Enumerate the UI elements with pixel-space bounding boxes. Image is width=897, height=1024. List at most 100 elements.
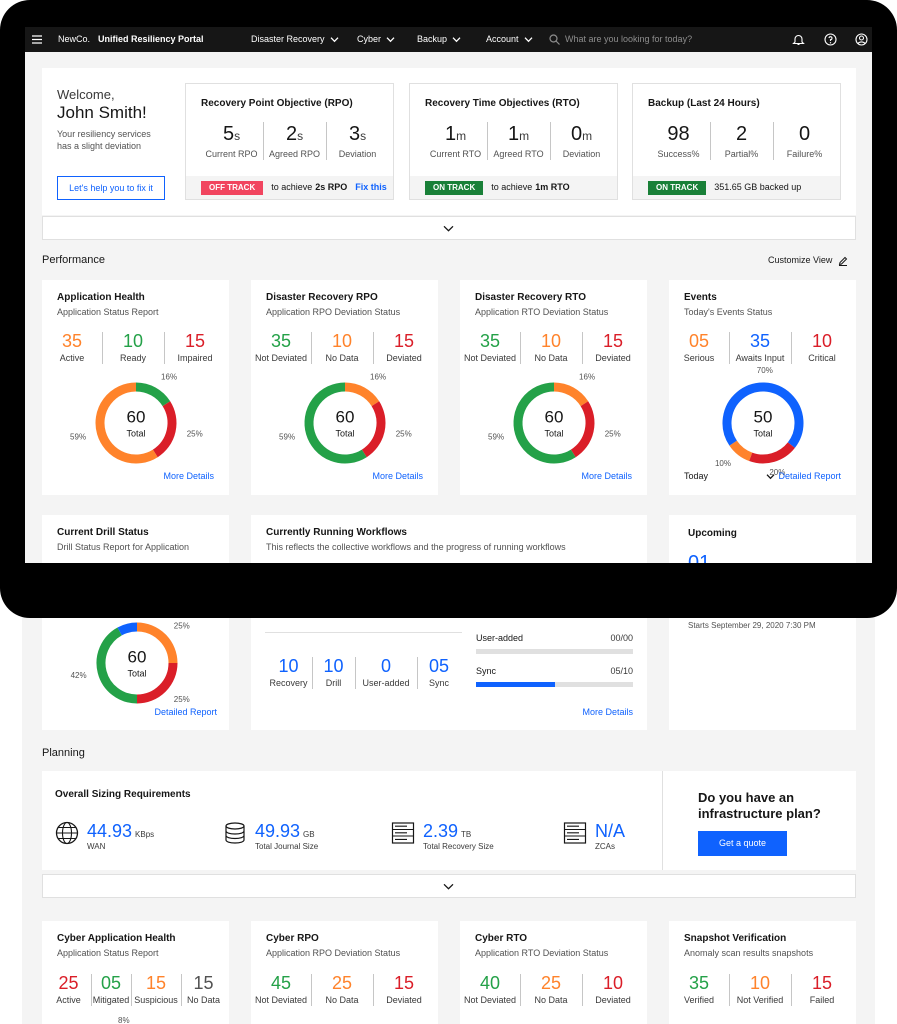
stat-label: Not Verified (736, 995, 784, 1005)
metric-value: N/A (595, 821, 626, 841)
nav-menu[interactable]: Account (486, 35, 533, 44)
stat-label: Recovery (269, 678, 308, 688)
metric-value: 2.39 (423, 821, 459, 841)
stat-value: 0 (380, 656, 391, 676)
card-title: Upcoming (688, 528, 737, 539)
card-title: Overall Sizing Requirements (55, 789, 191, 800)
cta-text: Do you have an infrastructure plan? (698, 790, 821, 821)
kpi-label: Current RPO (205, 149, 258, 159)
kpi-unit: s (234, 129, 241, 143)
card-link[interactable]: More Details (372, 471, 423, 481)
card-link[interactable]: Detailed Report (778, 471, 841, 481)
card-title: Currently Running Workflows (266, 527, 407, 538)
chevron (330, 37, 338, 43)
quote-button[interactable]: Get a quote (698, 831, 787, 856)
customize-view[interactable]: Customize View (768, 256, 848, 266)
metric-icon (563, 822, 587, 844)
donut-segment (152, 401, 177, 458)
donut-label: 16% (579, 373, 595, 382)
metric-label: Total Journal Size (255, 842, 319, 851)
progress-fill (476, 682, 555, 687)
card-link[interactable]: More Details (582, 707, 633, 717)
nav-menu[interactable]: Backup (417, 35, 461, 44)
donut-label: 59% (70, 433, 86, 442)
donut-label: 8% (118, 1016, 130, 1024)
metric-label: Total Recovery Size (423, 842, 494, 851)
dashboard-card: Snapshot Verification Anomaly scan result… (669, 921, 856, 1024)
donut-segment (361, 401, 386, 458)
donut-total-label: Total (753, 428, 772, 438)
kpi-card: Recovery Point Objective (RPO) 5 s Current … (185, 83, 394, 200)
kpi-unit: m (582, 129, 593, 143)
fix-link[interactable]: Fix this (355, 182, 387, 192)
nav-menu-label: Disaster Recovery (251, 34, 325, 44)
donut-label: 59% (488, 433, 504, 442)
help-icon (824, 33, 837, 46)
stat-value: 35 (688, 973, 710, 993)
kpi-metric: 2 (710, 124, 773, 144)
metric-icon-part (391, 822, 415, 844)
search-input[interactable]: What are you looking for today? (565, 34, 693, 44)
kpi-title: Backup (Last 24 Hours) (648, 98, 760, 109)
divider (487, 122, 488, 160)
nav-menu[interactable]: Cyber (357, 35, 395, 44)
expand-bar[interactable] (42, 874, 856, 898)
divider (311, 332, 312, 364)
nav-menu[interactable]: Disaster Recovery (251, 35, 339, 44)
card-subtitle: Today's Events Status (684, 307, 773, 317)
stat-label: User-added (362, 678, 410, 688)
section-title: Performance (42, 254, 105, 266)
customize-label: Customize View (768, 255, 833, 265)
donut-label: 16% (161, 373, 177, 382)
stat-label: Sync (428, 678, 449, 688)
kpi-label: Deviation (338, 149, 377, 159)
donut-segment (96, 627, 138, 704)
expand-bar[interactable] (42, 216, 856, 240)
kpi-label: Failure% (786, 149, 823, 159)
stat-value: 10 (540, 331, 562, 351)
card-link[interactable]: More Details (163, 471, 214, 481)
stat-value: 25 (58, 973, 79, 993)
stat-label: Not Deviated (463, 353, 517, 363)
status-target: 2s RPO (315, 182, 348, 192)
stat-label: No Data (534, 353, 568, 363)
stat-label: Suspicious (134, 995, 178, 1005)
status-note: to achieve (271, 182, 313, 192)
donut-label: 25% (396, 429, 412, 438)
nav-menu-label: Account (486, 34, 519, 44)
metric-value-row: 2.39 TB (423, 822, 471, 840)
divider (355, 657, 356, 689)
card-title: Disaster Recovery RTO (475, 292, 586, 303)
fix-button[interactable]: Let's help you to fix it (57, 176, 165, 200)
dashboard-card: Events Today's Events Status 05 Serious 35 Aw… (669, 280, 856, 495)
card-subtitle: Application Status Report (57, 948, 159, 958)
progress-track (476, 682, 633, 687)
divider (373, 974, 374, 1006)
divider (710, 122, 711, 160)
divider (550, 122, 551, 160)
period-select[interactable]: Today (684, 472, 775, 481)
metric-icon (391, 822, 415, 844)
search-icon-part (555, 40, 560, 45)
stat-label: Not Deviated (254, 353, 308, 363)
card-link[interactable]: More Details (581, 471, 632, 481)
metric-value: 49.93 (255, 821, 301, 841)
stat-value: 35 (270, 331, 292, 351)
divider (791, 332, 792, 364)
stat-value: 10 (331, 331, 353, 351)
divider (91, 974, 92, 1006)
chevron (524, 37, 532, 43)
stat-label: Verified (683, 995, 715, 1005)
card-link[interactable]: Detailed Report (154, 707, 217, 717)
divider (265, 632, 462, 633)
donut-chart: 16% 25% 59% 60 Total (488, 373, 621, 464)
stat-label: Ready (119, 353, 146, 363)
dashboard-card: Disaster Recovery RTO Application RTO Dev… (460, 280, 647, 495)
kpi-value: 5 (222, 123, 235, 145)
donut-total-label: Total (544, 428, 563, 438)
divider (326, 122, 327, 160)
welcome-greeting: Welcome, (57, 87, 115, 102)
